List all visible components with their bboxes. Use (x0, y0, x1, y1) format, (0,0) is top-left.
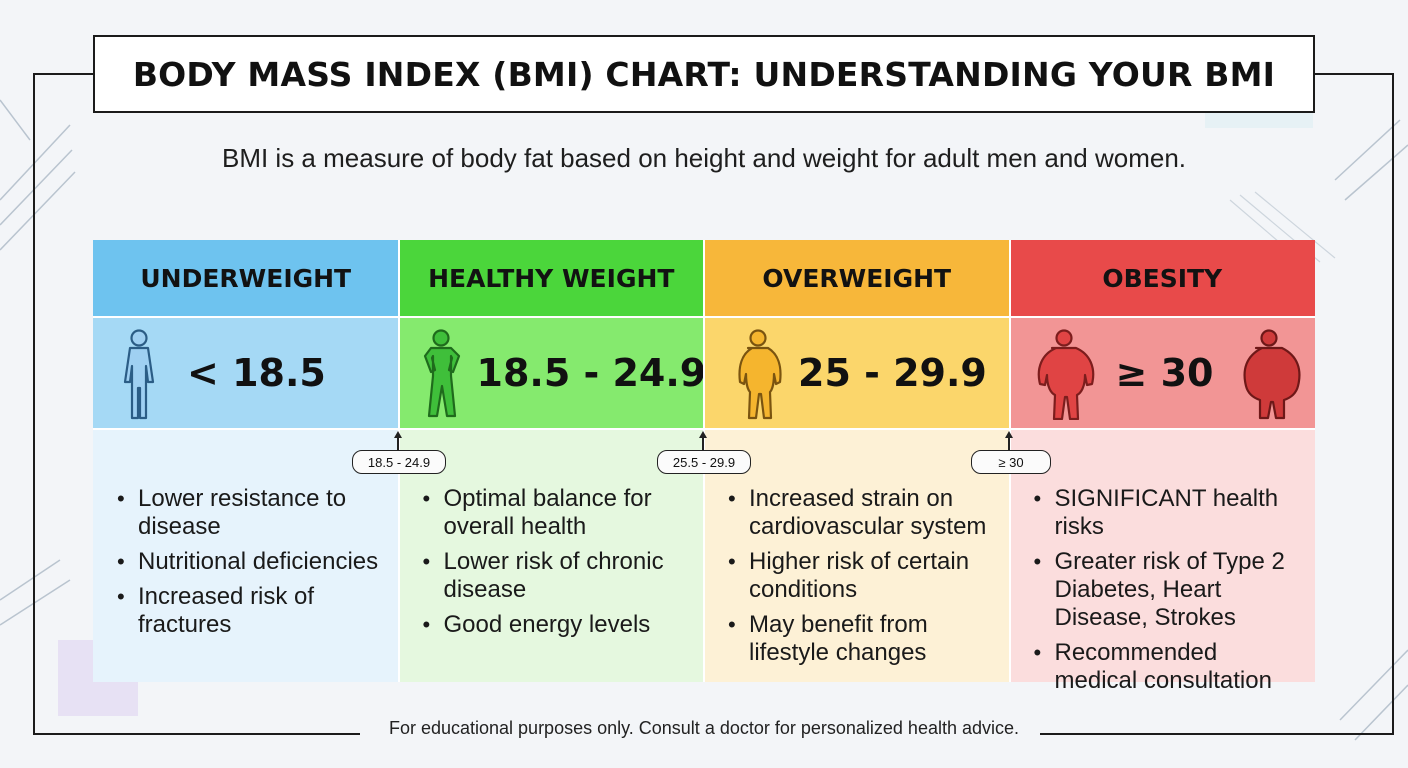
range-row: ≥ 30 (1009, 317, 1315, 428)
title-box: BODY MASS INDEX (BMI) CHART: UNDERSTANDI… (93, 35, 1315, 113)
list-item: • Lower resistance to disease (117, 485, 347, 540)
bmi-range: 25 - 29.9 (798, 350, 987, 395)
healthy-person-icon (423, 329, 460, 418)
list-item: • Good energy levels (422, 611, 651, 638)
list-item: • May benefit from lifestyle changes (728, 611, 928, 666)
category-header: OVERWEIGHT (704, 240, 1010, 316)
arrow-up-icon (699, 431, 707, 450)
slim-person-icon (123, 329, 155, 420)
column-healthy-weight: HEALTHY WEIGHT 18.5 - 24.9 • Optimal bala… (398, 240, 707, 682)
marker-label: 25.5 - 29.9 (657, 450, 751, 474)
column-overweight: OVERWEIGHT 25 - 29.9 • Increased strain o… (704, 240, 1010, 682)
list-item: • Higher risk of certain conditions (728, 548, 970, 603)
bmi-table: UNDERWEIGHT < 18.5 • Lower resistance to … (93, 240, 1315, 694)
bmi-range: < 18.5 (187, 350, 326, 395)
boundary-marker-3: ≥ 30 (959, 430, 1059, 476)
risk-list: • SIGNIFICANT health risks • Greater risk … (1032, 485, 1302, 702)
risk-list: • Optimal balance for overall health • Low… (421, 485, 691, 646)
marker-label: 18.5 - 24.9 (352, 450, 446, 474)
boundary-marker-2: 25.5 - 29.9 (653, 430, 753, 476)
list-item: • Increased risk of fractures (117, 583, 315, 638)
subtitle: BMI is a measure of body fat based on he… (221, 143, 1187, 173)
page-title: BODY MASS INDEX (BMI) CHART: UNDERSTANDI… (132, 54, 1276, 94)
footer-disclaimer: For educational purposes only. Consult a… (388, 718, 1020, 738)
obese-person-icon (1037, 329, 1094, 420)
range-row: 25 - 29.9 (704, 317, 1010, 428)
list-item: • Greater risk of Type 2 Diabetes, Heart … (1033, 548, 1285, 631)
description-panel: • Increased strain on cardiovascular syst… (704, 429, 1010, 682)
bmi-range: ≥ 30 (1115, 350, 1214, 395)
description-panel: • SIGNIFICANT health risks • Greater risk … (1009, 429, 1315, 694)
arrow-up-icon (394, 431, 402, 450)
row-separator (93, 316, 1315, 318)
arrow-up-icon (1005, 431, 1013, 450)
description-panel: • Lower resistance to disease • Nutritiona… (93, 429, 399, 682)
list-item: • Recommended medical consultation (1033, 639, 1272, 694)
range-row: < 18.5 (93, 317, 399, 428)
category-header: OBESITY (1009, 240, 1315, 316)
risk-list: • Lower resistance to disease • Nutritiona… (115, 485, 385, 646)
column-underweight: UNDERWEIGHT < 18.5 • Lower resistance to … (93, 240, 399, 682)
column-obesity: OBESITY ≥ 30 • SIGNIFICANT health risks •… (1009, 240, 1315, 694)
list-item: • Optimal balance for overall health (422, 485, 652, 540)
list-item: • SIGNIFICANT health risks (1033, 485, 1279, 540)
category-header: HEALTHY WEIGHT (398, 240, 704, 316)
list-item: • Lower risk of chronic disease (422, 548, 664, 603)
category-header: UNDERWEIGHT (93, 240, 399, 316)
list-item: • Increased strain on cardiovascular syst… (728, 485, 987, 540)
list-item: • Nutritional deficiencies (117, 548, 379, 575)
marker-label: ≥ 30 (971, 450, 1051, 474)
boundary-marker-1: 18.5 - 24.9 (348, 430, 448, 476)
overweight-person-icon (738, 329, 782, 420)
risk-list: • Increased strain on cardiovascular syst… (726, 485, 996, 674)
bmi-range: 18.5 - 24.9 (476, 350, 707, 395)
obese-person-large-icon (1242, 329, 1301, 420)
description-panel: • Optimal balance for overall health • Low… (398, 429, 704, 682)
row-separator (93, 428, 1315, 430)
frame-gap (360, 726, 1040, 746)
range-row: 18.5 - 24.9 (398, 317, 707, 428)
